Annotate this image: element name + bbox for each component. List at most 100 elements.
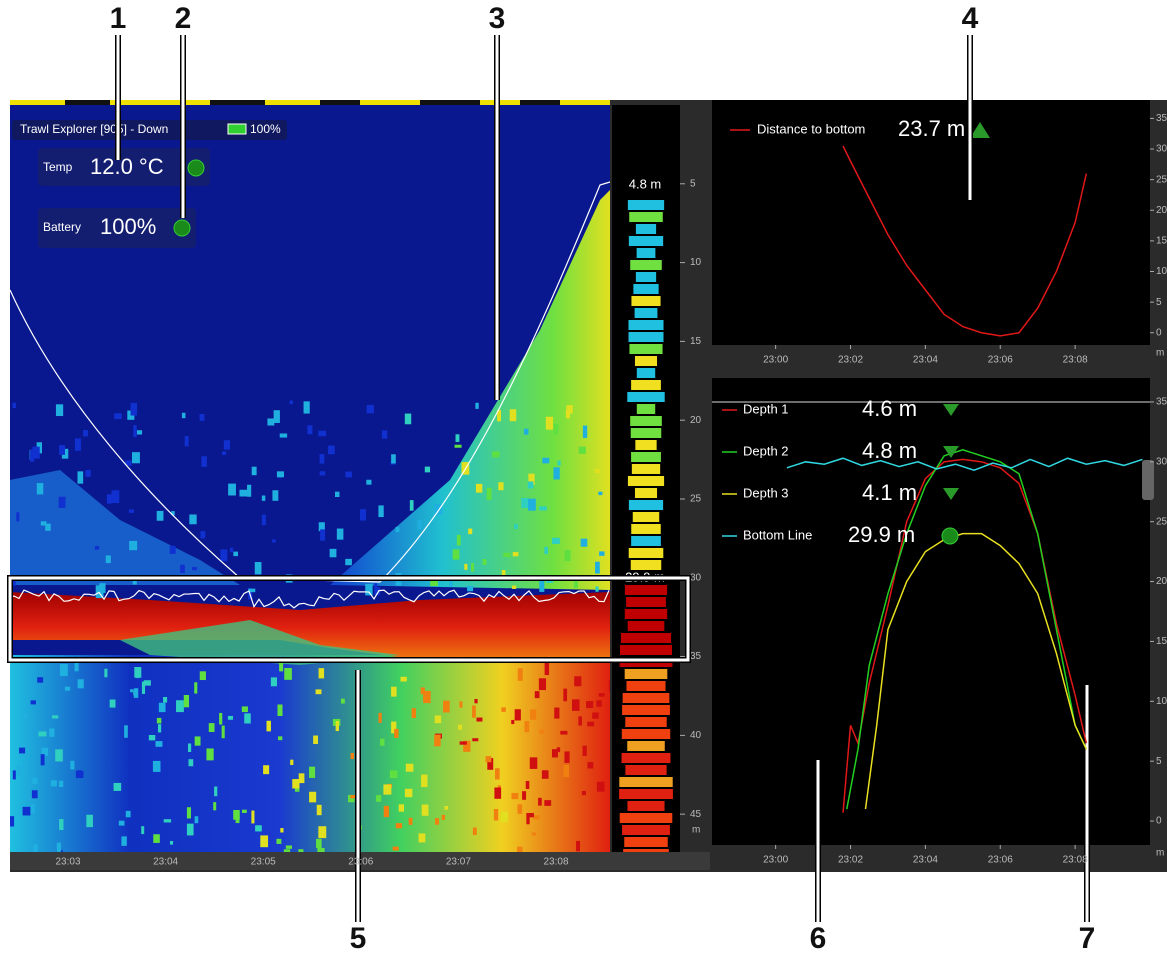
echo-pixel: [309, 792, 316, 803]
column-bin: [635, 440, 656, 450]
echo-pixel: [419, 833, 426, 842]
y-unit: m: [1156, 848, 1164, 859]
echo-pixel: [142, 682, 145, 694]
echo-pixel: [12, 403, 15, 408]
echo-pixel: [320, 529, 325, 540]
echo-pixel: [380, 739, 384, 746]
scroll-handle[interactable]: [1142, 460, 1154, 500]
column-bin: [623, 693, 670, 703]
echo-pixel: [51, 780, 57, 786]
x-tick-label: 23:05: [251, 857, 276, 868]
echo-pixel: [320, 454, 325, 464]
echo-pixel: [576, 841, 580, 851]
echo-pixel: [200, 414, 205, 421]
column-bin: [631, 452, 661, 462]
echo-pixel: [511, 720, 514, 724]
echo-pixel: [76, 771, 84, 778]
echo-pixel: [530, 757, 538, 769]
column-bin: [629, 332, 664, 342]
echo-pixel: [335, 492, 339, 497]
echo-pixel: [472, 705, 476, 717]
echo-pixel: [444, 806, 448, 810]
echo-pixel: [274, 410, 280, 423]
echo-pixel: [542, 458, 549, 464]
echo-pixel: [153, 834, 160, 843]
echo-pixel: [255, 562, 262, 574]
y-tick-label: 25: [1156, 516, 1167, 527]
echo-pixel: [188, 743, 191, 752]
echo-pixel: [423, 691, 431, 703]
echo-pixel: [330, 549, 337, 557]
echo-pixel: [157, 511, 164, 521]
echo-pixel: [307, 425, 312, 434]
echo-pixel: [521, 498, 528, 508]
echo-pixel: [583, 426, 587, 438]
column-bin: [629, 212, 663, 222]
echo-pixel: [581, 539, 588, 547]
echo-pixel: [498, 482, 503, 490]
x-tick-label: 23:06: [988, 855, 1013, 866]
echo-pixel: [501, 707, 506, 712]
echo-pixel: [17, 766, 21, 776]
echo-pixel: [176, 700, 184, 712]
echo-pixel: [495, 768, 500, 779]
echo-pixel: [206, 748, 213, 760]
echo-pixel: [405, 789, 413, 797]
legend-label: Depth 3: [743, 485, 789, 500]
x-tick-label: 23:08: [1063, 355, 1088, 366]
echo-pixel: [449, 581, 452, 586]
column-bin: [619, 777, 672, 787]
y-tick-label: 15: [1156, 236, 1167, 247]
echo-pixel: [360, 509, 366, 520]
legend-label: Bottom Line: [743, 527, 812, 542]
battery-indicator: [174, 220, 190, 236]
echo-pixel: [539, 506, 546, 510]
echo-pixel: [435, 818, 439, 825]
echo-pixel: [188, 759, 193, 766]
echo-pixel: [104, 669, 107, 678]
echo-pixel: [421, 775, 427, 787]
column-bin: [628, 476, 664, 486]
echo-pixel: [483, 559, 487, 565]
echo-pixel: [31, 700, 36, 704]
echo-pixel: [396, 527, 400, 532]
echo-pixel: [33, 844, 37, 852]
callout-number: 6: [810, 922, 827, 955]
echo-pixel: [255, 825, 262, 831]
y-tick-label: 35: [1156, 397, 1167, 408]
echo-pixel: [119, 821, 125, 826]
x-tick-label: 23:00: [763, 855, 788, 866]
echo-pixel: [459, 701, 462, 707]
echo-pixel: [200, 671, 206, 680]
surface-depth: 4.8 m: [629, 176, 662, 191]
callout-number: 3: [489, 2, 506, 35]
column-bin: [635, 308, 658, 318]
echo-pixel: [592, 712, 599, 718]
echo-lower: [10, 655, 610, 852]
echo-pixel: [457, 535, 461, 546]
echo-pixel: [390, 770, 397, 778]
echo-pixel: [476, 718, 482, 722]
echo-pixel: [78, 471, 84, 483]
battery-label: Battery: [43, 220, 81, 234]
echo-pixel: [472, 738, 478, 741]
column-bin: [630, 260, 662, 270]
column-bin: [622, 753, 671, 763]
y-tick-label: 10: [1156, 696, 1167, 707]
echo-pixel: [336, 721, 339, 731]
echo-pixel: [286, 845, 292, 848]
echo-pixel: [164, 819, 171, 822]
echo-pixel: [262, 495, 265, 500]
echo-pixel: [544, 547, 548, 554]
echo-pixel: [195, 816, 199, 823]
echo-pixel: [552, 538, 560, 544]
echo-pixel: [157, 718, 161, 724]
echo-pixel: [32, 778, 37, 784]
echo-pixel: [304, 401, 310, 413]
echo-pixel: [365, 584, 372, 596]
legend-label: Depth 2: [743, 443, 789, 458]
echo-pixel: [467, 586, 473, 591]
echo-pixel: [553, 467, 559, 479]
echo-pixel: [434, 735, 441, 747]
x-tick-label: 23:08: [1063, 855, 1088, 866]
